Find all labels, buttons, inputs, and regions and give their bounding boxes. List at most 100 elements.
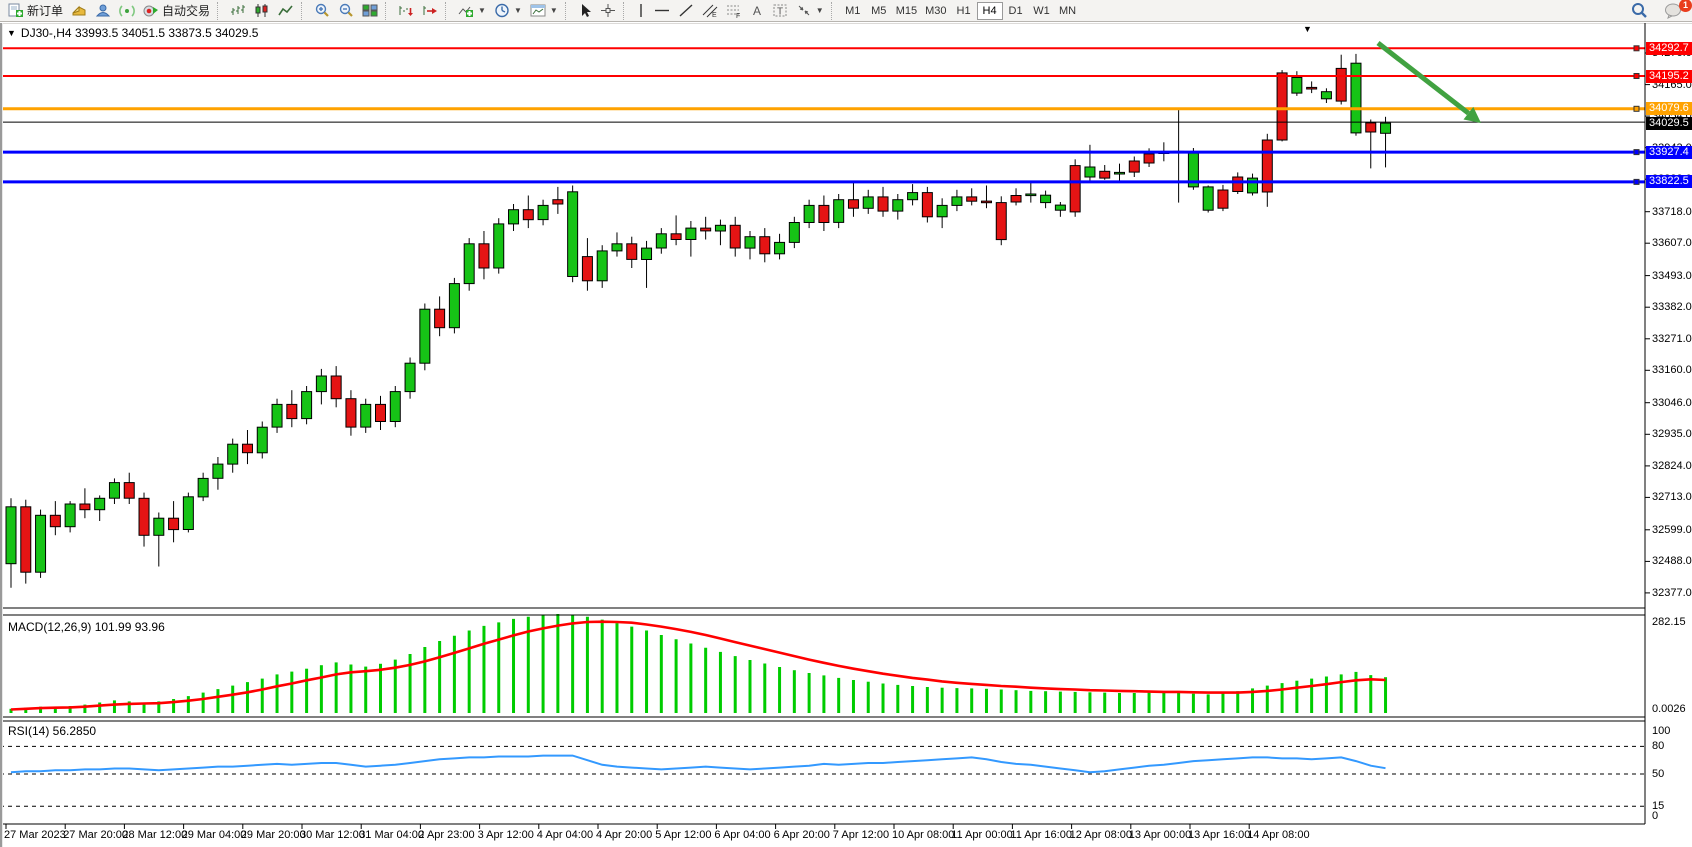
candle [936,198,948,229]
horizontal-line-pivot[interactable] [0,105,1645,112]
profiles-icon [71,3,87,18]
line-chart-button[interactable] [274,2,298,20]
horizontal-line-support[interactable] [0,178,1645,185]
candle [1173,109,1185,203]
candle [581,238,593,291]
crosshair-button[interactable] [596,2,620,20]
date-axis-label: 27 Mar 20:00 [63,829,129,841]
candle [729,216,741,257]
rsi-label: RSI(14) 56.2850 [8,724,97,738]
horizontal-line-resistance[interactable] [0,45,1645,52]
toolbar-separator [217,1,223,20]
horizontal-line-button[interactable] [650,2,674,20]
timeframe-button-M5[interactable]: M5 [866,2,892,20]
candle [1365,119,1377,169]
timeframe-button-M15[interactable]: M15 [892,2,921,20]
candle [803,199,815,229]
trend-arrow-annotation[interactable] [1376,41,1481,123]
signals-button[interactable] [115,2,139,20]
notification-badge: 1 [1679,0,1692,12]
chart-shift-marker-icon[interactable]: ▼ [1303,24,1312,34]
candlestick-button[interactable] [250,2,274,20]
chart-title-text: DJ30-,H4 33993.5 34051.5 33873.5 34029.5 [20,26,259,40]
dropdown-caret-icon: ▼ [513,6,522,15]
candle [877,186,889,217]
price-tick-label: 33382.0 [1652,301,1692,314]
new-order-icon [8,3,24,18]
candle [522,195,534,229]
equidistant-channel-button[interactable]: E [698,2,722,20]
timeframe-button-M1[interactable]: M1 [840,2,866,20]
timeframe-button-H1[interactable]: H1 [951,2,977,20]
auto-scroll-button[interactable] [394,2,418,20]
price-tick-label: 32377.0 [1652,586,1692,599]
timeframe-button-D1[interactable]: D1 [1003,2,1029,20]
timeframe-button-W1[interactable]: W1 [1029,2,1055,20]
search-button[interactable] [1626,2,1652,20]
vertical-line-button[interactable] [632,2,650,20]
trendline-button[interactable] [674,2,698,20]
profiles-button[interactable] [67,2,91,20]
channel-icon: E [702,3,718,18]
chart-shift-button[interactable] [418,2,442,20]
person-icon [95,3,111,18]
search-icon [1630,2,1648,19]
macd-axis-min: 0.0026 [1652,703,1686,715]
community-button[interactable] [91,2,115,20]
candle [256,421,268,459]
date-axis-label: 11 Apr 16:00 [1010,829,1072,841]
candle [168,501,180,543]
chat-bubble-icon [1664,2,1682,19]
date-axis-label: 30 Mar 12:00 [300,829,365,841]
cursor-icon [578,3,592,18]
candle [685,221,697,257]
candle [1114,163,1125,182]
toolbar-group-cursor [574,0,620,22]
price-tag-resistance: 34195.2 [1646,69,1692,83]
chart-collapse-icon[interactable]: ▼ [7,28,16,38]
arrows-button[interactable]: ▼ [792,2,828,20]
candle [360,398,372,433]
candle [404,357,416,399]
bar-chart-button[interactable] [226,2,250,20]
timeframe-button-M30[interactable]: M30 [921,2,950,20]
new-order-button[interactable]: 新订单 [4,2,67,20]
periods-button[interactable]: ▼ [490,2,526,20]
candle [94,495,106,521]
autotrading-button[interactable]: 自动交易 [139,2,214,20]
timeframe-button-H4[interactable]: H4 [976,1,1003,20]
toolbar-group-zoom [310,0,382,22]
horizontal-line-resistance[interactable] [0,73,1645,79]
candle [1025,182,1037,203]
candle [567,185,579,283]
bar-chart-icon [230,3,246,18]
text-button[interactable]: A [746,2,768,20]
candle [153,512,165,567]
candlestick-icon [254,3,270,18]
candle [818,195,830,231]
line-chart-icon [278,3,294,18]
dropdown-caret-icon: ▼ [549,6,558,15]
candle [448,277,460,334]
templates-button[interactable]: ▼ [526,2,562,20]
notifications-button[interactable]: 1 [1660,0,1692,20]
svg-text:F: F [736,13,740,18]
crosshair-icon [600,3,616,18]
zoom-in-button[interactable] [310,2,334,20]
candle [1202,185,1214,213]
window-left-border [0,23,3,847]
text-label-button[interactable]: T [768,2,792,20]
candle [980,185,992,209]
candle [227,438,239,473]
tile-windows-button[interactable] [358,2,382,20]
candle [375,395,386,430]
horizontal-line-support[interactable] [0,149,1645,156]
candle [1084,144,1096,183]
cursor-button[interactable] [574,2,596,20]
indicators-button[interactable]: ▼ [454,2,490,20]
auto-scroll-icon [398,3,414,18]
fibonacci-button[interactable]: F [722,2,746,20]
timeframe-button-MN[interactable]: MN [1055,2,1081,20]
candle [182,492,194,533]
zoom-out-button[interactable] [334,2,358,20]
